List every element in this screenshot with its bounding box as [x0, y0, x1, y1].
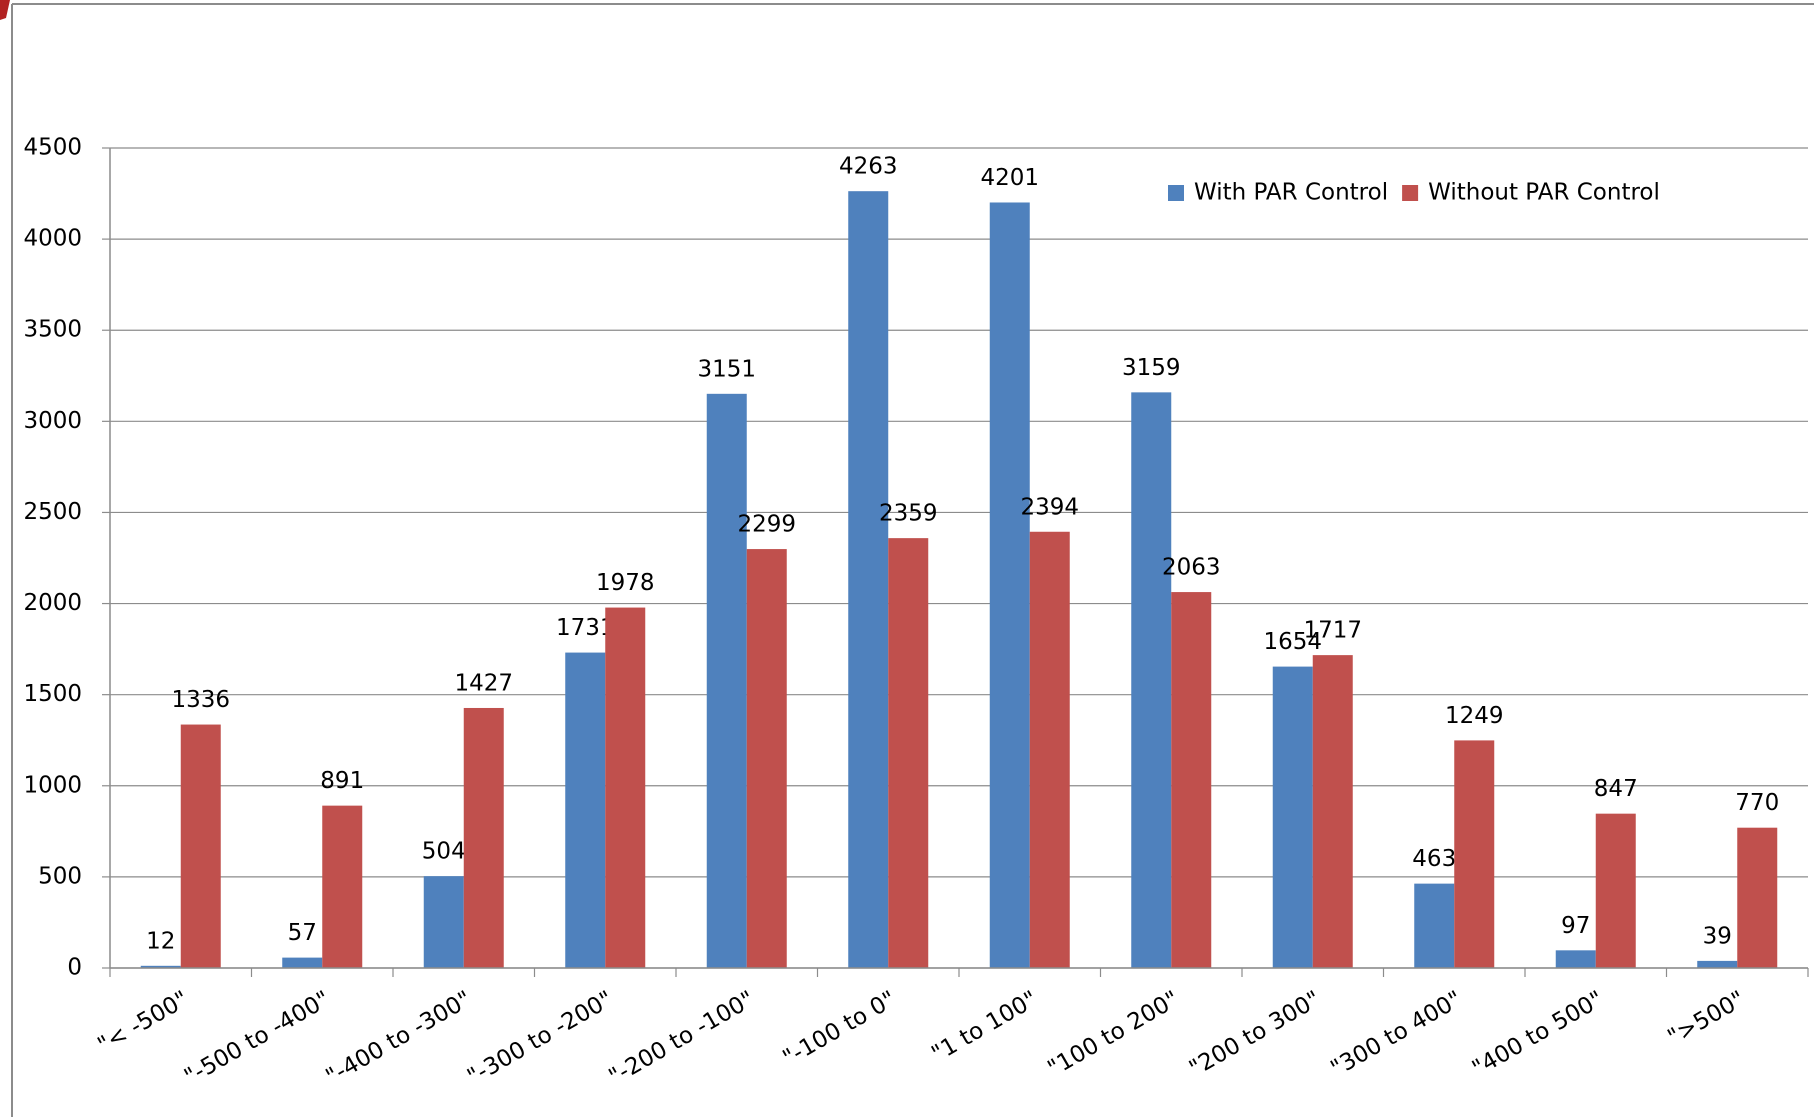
data-label: 504	[422, 839, 466, 865]
bar	[848, 191, 889, 969]
data-label: 12	[146, 928, 175, 954]
bar	[1737, 827, 1778, 968]
data-label: 1717	[1303, 618, 1362, 644]
bar	[989, 202, 1030, 969]
legend-swatch	[1402, 185, 1419, 201]
data-label: 2063	[1162, 555, 1221, 581]
bar	[463, 707, 504, 968]
data-label: 39	[1703, 923, 1732, 949]
y-tick-label: 3000	[23, 408, 82, 434]
bar	[140, 965, 181, 968]
bar	[888, 538, 929, 968]
data-label: 2394	[1020, 494, 1079, 520]
bar	[180, 724, 221, 968]
data-label: 1336	[171, 687, 230, 713]
data-label: 4201	[980, 165, 1039, 191]
y-tick-label: 1000	[23, 772, 82, 798]
bar	[746, 549, 787, 968]
data-label: 1731	[556, 615, 615, 641]
bar	[706, 393, 747, 969]
bar	[1414, 883, 1455, 968]
data-label: 1654	[1263, 629, 1322, 655]
bar	[423, 876, 464, 968]
legend-label: Without PAR Control	[1428, 180, 1660, 206]
y-tick-label: 1500	[23, 681, 82, 707]
data-label: 3159	[1122, 355, 1181, 381]
data-label: 97	[1561, 913, 1590, 939]
bar	[1029, 531, 1070, 968]
bar	[1272, 666, 1313, 968]
bar	[1171, 592, 1212, 968]
data-label: 2299	[737, 512, 796, 538]
data-label: 1978	[596, 570, 655, 596]
data-label: 1249	[1445, 703, 1504, 729]
bar	[1454, 740, 1495, 968]
data-label: 2359	[879, 501, 938, 527]
y-tick-label: 0	[67, 955, 82, 981]
y-tick-label: 2500	[23, 499, 82, 525]
legend-swatch	[1168, 185, 1184, 201]
bar	[282, 957, 323, 968]
y-tick-label: 4000	[23, 226, 82, 252]
bar	[1312, 655, 1353, 968]
data-label: 891	[320, 768, 364, 794]
y-tick-label: 3500	[23, 317, 82, 343]
data-label: 3151	[697, 356, 756, 382]
bar	[605, 607, 646, 968]
bar	[1555, 950, 1596, 968]
data-label: 770	[1735, 790, 1779, 816]
data-label: 4263	[839, 154, 898, 180]
y-tick-label: 4500	[23, 135, 82, 161]
data-label: 847	[1594, 776, 1638, 802]
y-tick-label: 500	[38, 863, 82, 889]
bar	[1595, 813, 1636, 968]
bar	[322, 805, 363, 968]
bar	[1131, 392, 1172, 968]
legend-label: With PAR Control	[1194, 180, 1388, 206]
data-label: 463	[1412, 846, 1456, 872]
y-tick-label: 2000	[23, 590, 82, 616]
bar	[565, 652, 606, 968]
data-label: 57	[288, 920, 317, 946]
data-label: 1427	[454, 670, 513, 696]
corner-mark	[0, 0, 10, 20]
bar	[1697, 960, 1738, 968]
